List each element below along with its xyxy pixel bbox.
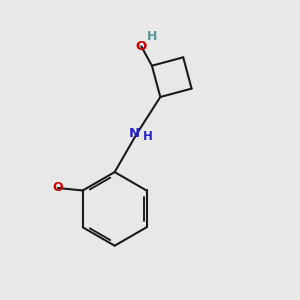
Text: H: H — [143, 130, 153, 143]
Text: O: O — [136, 40, 147, 53]
Text: H: H — [146, 30, 157, 43]
Text: N: N — [129, 127, 140, 140]
Text: O: O — [52, 182, 63, 194]
